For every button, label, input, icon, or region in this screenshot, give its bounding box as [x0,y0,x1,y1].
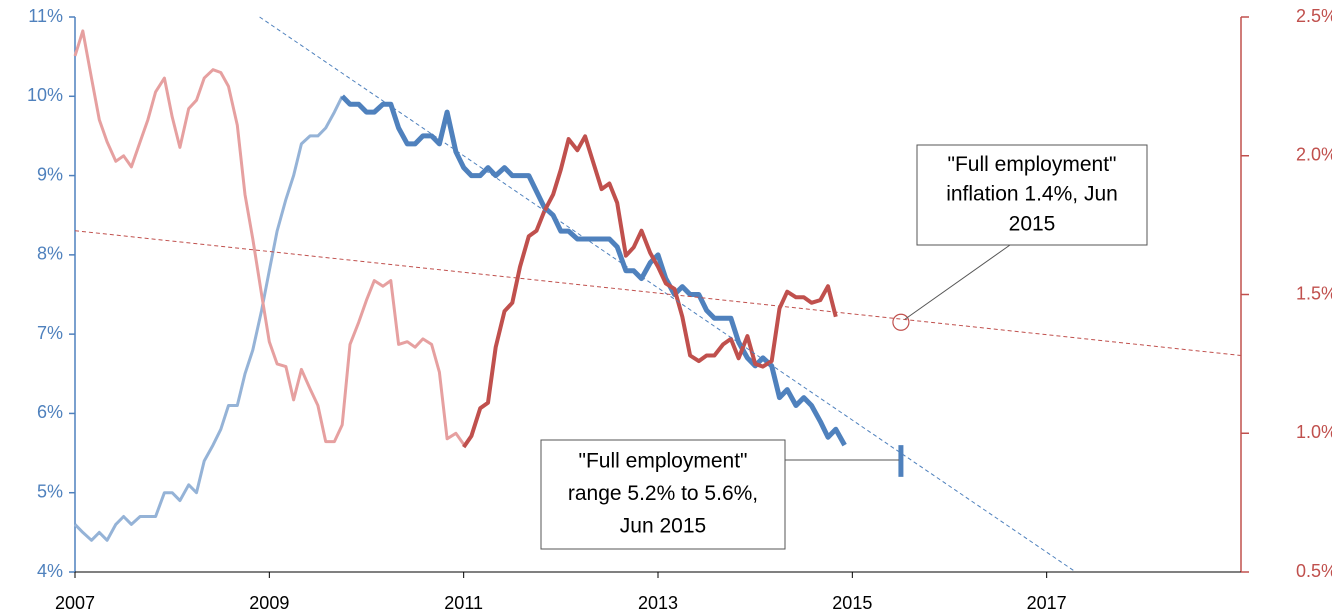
series-line [73,95,344,542]
x-tick-label: 2013 [638,593,678,613]
y-tick-label: 11% [28,6,63,26]
annotation: "Full employment" inflation 1.4%, Jun 2015 [892,144,1148,331]
x-tick-label: 2017 [1027,593,1067,613]
y-tick-label: 8% [37,244,63,264]
annotation-text: "Full employment" [948,153,1117,176]
annotation: "Full employment" range 5.2% to 5.6%, Jun … [540,439,904,550]
annotation-text: 2015 [1009,213,1056,236]
y2-tick-label: 0.5% [1296,561,1332,581]
annotation-text: range 5.2% to 5.6%, [568,482,758,505]
x-tick-label: 2011 [444,593,483,613]
y2-tick-label: 2.5% [1296,6,1332,26]
y-tick-label: 7% [37,323,63,343]
leader-line [904,244,1011,320]
annotation-box [916,144,1148,246]
series-line [462,134,838,449]
y-tick-label: 5% [37,481,63,501]
x-tick-label: 2015 [832,593,872,613]
annotation-box [540,439,786,550]
y-tick-label: 4% [37,561,63,581]
trend-line [74,230,1242,356]
y2-tick-label: 1.0% [1296,422,1332,442]
annotation-text: "Full employment" [579,450,748,473]
x-tick-label: 2009 [249,593,289,613]
y-tick-label: 9% [37,164,63,184]
target-marker [892,313,910,331]
y2-tick-label: 2.0% [1296,145,1332,165]
annotation-text: Jun 2015 [620,515,706,538]
series-line [340,94,847,447]
y-tick-label: 6% [37,402,63,422]
y2-tick-label: 1.5% [1296,283,1332,303]
y-tick-label: 10% [27,85,63,105]
annotation-text: inflation 1.4%, Jun [946,183,1118,206]
series-line [73,29,465,446]
x-tick-label: 2007 [55,593,95,613]
